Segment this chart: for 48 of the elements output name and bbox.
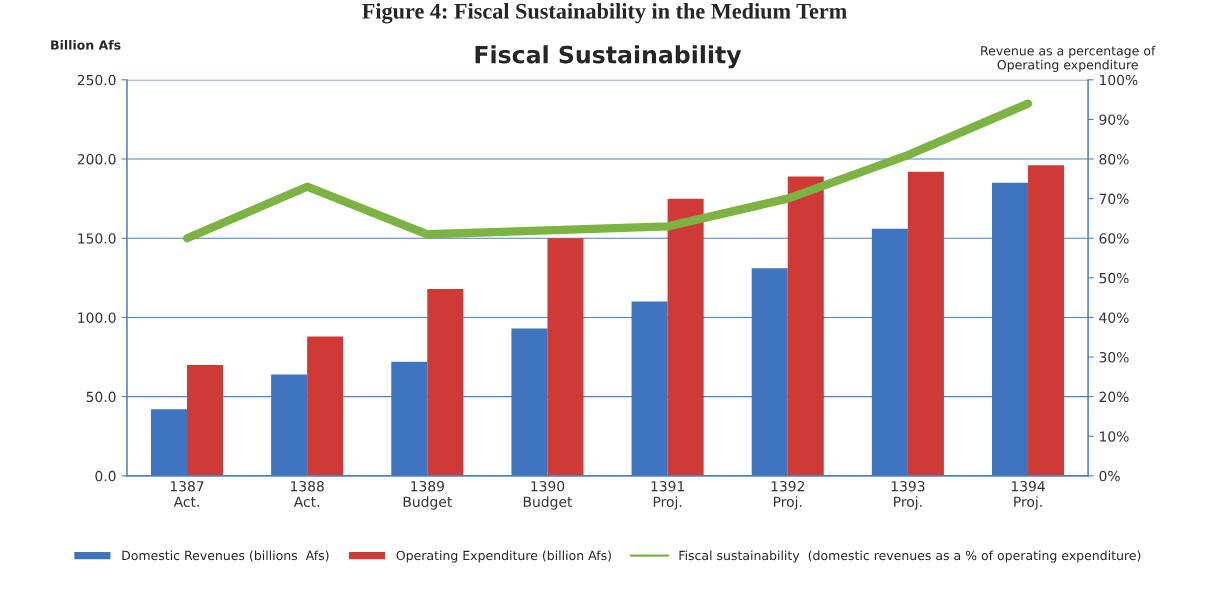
y-tick-label: 250.0: [77, 74, 116, 86]
y-axis-title: Billion Afs: [51, 40, 121, 50]
y-tick-label: 50.0: [86, 391, 116, 403]
bar: [631, 301, 668, 476]
bar: [547, 238, 584, 476]
bar: [1028, 165, 1065, 476]
bar: [150, 409, 188, 476]
bar: [511, 328, 548, 476]
x-tick-label: 1387 Act.: [170, 480, 204, 508]
y-tick-label: 100.0: [78, 312, 116, 323]
y2-tick-label: 80%: [1099, 153, 1129, 165]
x-tick-label: 1391 Proj.: [651, 480, 684, 510]
x-tick-label: 1389 Budget: [403, 480, 452, 510]
y2-tick-label: 10%: [1100, 431, 1129, 442]
bar: [667, 198, 704, 476]
y-tick-label: 0.0: [95, 470, 116, 482]
bar: [787, 176, 824, 476]
x-tick-label: 1394 Proj.: [1011, 480, 1045, 510]
x-tick-label: 1390 Budget: [523, 480, 573, 510]
bar: [271, 374, 308, 476]
x-tick-label: 1388 Act.: [291, 480, 324, 508]
bar: [907, 171, 944, 476]
caption: Figure 4: Fiscal Sustainability in the Medium Term: [362, 3, 847, 24]
y2-tick-label: 60%: [1099, 233, 1129, 244]
y-tick-label: 150.0: [78, 233, 116, 244]
y2-tick-label: 90%: [1099, 114, 1129, 125]
x-tick-label: 1392 Proj.: [771, 480, 805, 510]
bar: [307, 336, 344, 476]
y2-tick-label: 70%: [1099, 193, 1129, 205]
bar: [391, 361, 428, 476]
bar: [427, 288, 464, 476]
y2-axis-title: Revenue as a percentage of Operating expenditure: [981, 45, 1156, 72]
bar: [871, 228, 908, 476]
y2-tick-label: 100%: [1100, 74, 1138, 86]
bar: [991, 182, 1029, 476]
legend-label: Domestic Revenues (billions Afs): [122, 550, 329, 562]
bar: [751, 268, 788, 476]
legend-label: Operating Expenditure (billion Afs): [396, 550, 611, 563]
y2-tick-label: 40%: [1099, 312, 1129, 323]
y-tick-label: 200.0: [77, 153, 116, 165]
y2-tick-label: 30%: [1099, 352, 1129, 363]
y2-tick-label: 0%: [1099, 470, 1120, 482]
chart-title: Fiscal Sustainability: [475, 45, 742, 69]
bar: [187, 364, 224, 476]
x-tick-label: 1393 Proj.: [891, 480, 925, 510]
legend-label: Fiscal sustainability (domestic revenues as a % of operating expenditure): [679, 550, 1141, 563]
y2-tick-label: 50%: [1099, 272, 1129, 284]
y2-tick-label: 20%: [1099, 391, 1129, 403]
